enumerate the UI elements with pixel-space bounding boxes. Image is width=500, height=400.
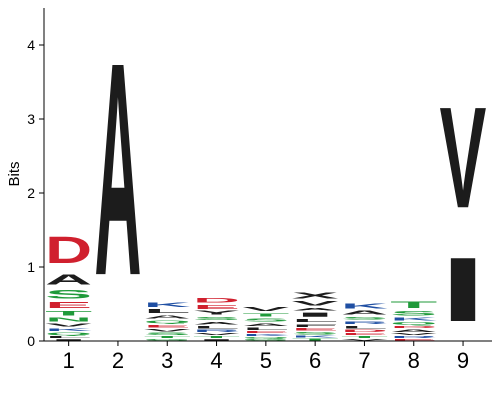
logo-letter: R (341, 320, 388, 324)
logo-letter: V (45, 322, 92, 327)
logo-letter: A (242, 322, 289, 326)
x-tick-label: 9 (457, 348, 469, 373)
logo-letter: S (242, 317, 289, 322)
logo-letter: D (45, 229, 92, 271)
logo-letter: V (341, 339, 388, 341)
logo-letter: A (390, 328, 437, 332)
logo-letter: E (193, 304, 240, 310)
logo-letter: E (292, 328, 339, 332)
logo-letter: T (341, 336, 388, 339)
logo-column-2: A (94, 0, 141, 339)
logo-letter: L (45, 336, 92, 339)
logo-letter: E (45, 301, 92, 310)
logo-letter: K (144, 302, 191, 309)
y-tick-label: 2 (27, 185, 35, 201)
logo-letter: L (242, 327, 289, 331)
logo-letter: E (144, 324, 191, 328)
logo-letter: D (390, 325, 437, 328)
logo-letter: T (144, 336, 191, 339)
logo-letter: Q (390, 322, 437, 326)
logo-letter: L (193, 325, 240, 329)
logo-letter: K (45, 328, 92, 332)
y-axis-label: Bits (6, 161, 23, 186)
logo-letter: T (242, 312, 289, 317)
logo-letter: K (390, 317, 437, 322)
logo-letter: A (94, 0, 141, 339)
logo-letter: T (193, 336, 240, 339)
x-tick-label: 4 (210, 348, 222, 373)
y-ticks: 0 1 2 3 4 (27, 37, 44, 349)
logo-letter: S (390, 310, 437, 317)
logo-letter: I (292, 311, 339, 318)
logo-letter: V (242, 306, 289, 312)
logo-letter: G (242, 339, 289, 341)
logo-letter: R (390, 336, 437, 339)
logo-letter: A (45, 271, 92, 287)
axes (43, 8, 492, 342)
x-tick-label: 3 (161, 348, 173, 373)
logo-letter: K (292, 335, 339, 338)
logo-letter: V (292, 300, 339, 307)
logo-letter: S (193, 316, 240, 321)
logo-letter: K (341, 302, 388, 310)
y-tick-label: 4 (27, 37, 35, 53)
logo-letter: F (292, 323, 339, 327)
logo-letter: V (390, 333, 437, 336)
logo-letter: V (193, 333, 240, 336)
logo-letter: E (341, 333, 388, 336)
logo-letter: A (292, 307, 339, 311)
logo-letter: A (144, 314, 191, 319)
logo-letter: Q (45, 332, 92, 336)
y-tick-label: 0 (27, 333, 35, 349)
x-tick-label: 7 (358, 348, 370, 373)
logo-letter: T (45, 310, 92, 317)
y-tick-label: 3 (27, 111, 35, 127)
logo-letter: T (292, 338, 339, 341)
logo-letter: E (390, 339, 437, 341)
logo-letter: L (292, 318, 339, 323)
x-tick-label: 6 (309, 348, 321, 373)
logo-letter: S (144, 332, 191, 336)
logo-letter: E (242, 331, 289, 334)
logo-letter: I (45, 339, 92, 341)
x-tick-label: 1 (63, 348, 75, 373)
logo-letter: L (341, 325, 388, 329)
logo-letter: Y (193, 310, 240, 316)
logo-letter: T (390, 299, 437, 309)
logo-letter: S (45, 288, 92, 301)
y-tick-label: 1 (27, 259, 35, 275)
logo-letter: I (440, 238, 487, 340)
logo-letter: V (440, 78, 487, 239)
logo-letter: Q (144, 320, 191, 324)
logo-letter: L (144, 308, 191, 314)
logo-letter: Q (242, 337, 289, 339)
logo-letter: K (242, 334, 289, 337)
logo-letter: A (193, 321, 240, 325)
logo-letter: S (292, 331, 339, 335)
logo-letter: I (193, 339, 240, 341)
logo-letter: S (341, 316, 388, 320)
logo-letter: V (144, 328, 191, 332)
logo-letter: R (193, 329, 240, 333)
logo-column-9: IV (440, 78, 487, 341)
logo-letter: A (341, 310, 388, 316)
x-tick-label: 5 (260, 348, 272, 373)
logo-letter: G (144, 339, 191, 341)
logo-letter: D (341, 329, 388, 333)
logo-letter: N (45, 317, 92, 323)
x-ticks: 1 2 3 4 5 6 7 8 9 (63, 341, 469, 373)
logo-letter: X (292, 291, 339, 300)
logo-letter: D (193, 297, 240, 304)
x-tick-label: 8 (408, 348, 420, 373)
x-tick-label: 2 (112, 348, 124, 373)
